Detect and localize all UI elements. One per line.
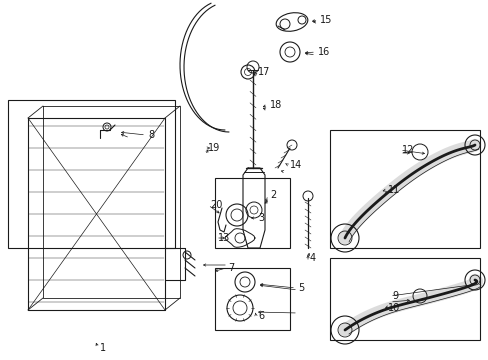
Text: 20: 20 <box>209 200 222 210</box>
Text: 7: 7 <box>227 263 234 273</box>
Text: 6: 6 <box>258 311 264 321</box>
Text: 3: 3 <box>258 213 264 223</box>
Text: 10: 10 <box>387 303 400 313</box>
Text: 14: 14 <box>289 160 302 170</box>
Text: 5: 5 <box>297 283 304 293</box>
Text: 4: 4 <box>309 253 315 263</box>
Text: 18: 18 <box>269 100 282 110</box>
Bar <box>215 268 289 330</box>
Text: 9: 9 <box>391 291 397 301</box>
Text: 16: 16 <box>317 47 329 57</box>
Text: 15: 15 <box>319 15 332 25</box>
Text: 1: 1 <box>100 343 106 353</box>
Text: 13: 13 <box>218 233 230 243</box>
Bar <box>329 258 479 340</box>
Text: 17: 17 <box>258 67 270 77</box>
Bar <box>329 130 479 248</box>
Bar <box>8 100 175 248</box>
Text: 2: 2 <box>269 190 276 200</box>
Bar <box>215 178 289 248</box>
Text: 19: 19 <box>207 143 220 153</box>
Text: 11: 11 <box>387 185 400 195</box>
Text: 8: 8 <box>148 130 154 140</box>
Text: 12: 12 <box>401 145 413 155</box>
